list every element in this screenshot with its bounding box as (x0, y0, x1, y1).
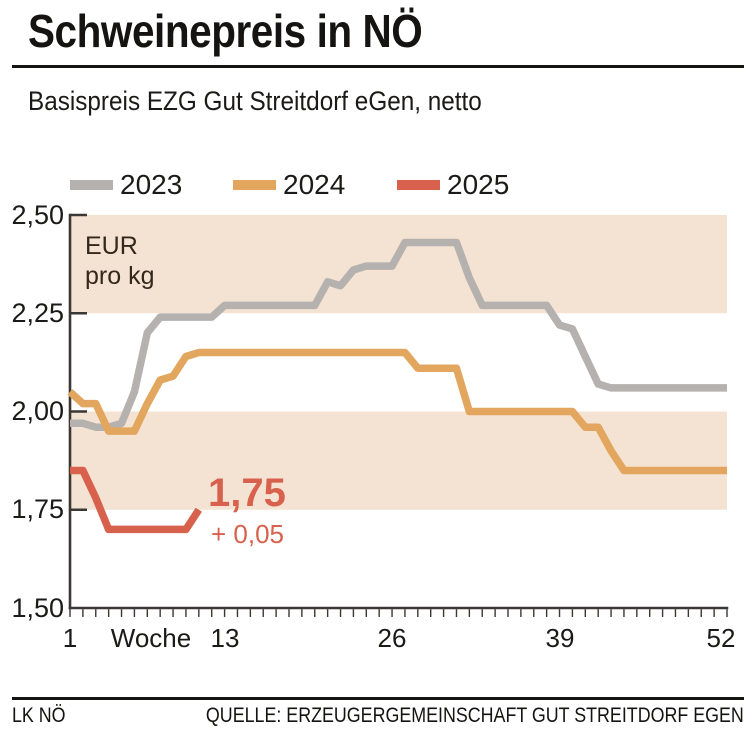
plot-band (70, 215, 727, 314)
x-axis-label-26: 26 (377, 623, 407, 653)
chart-ticks (69, 213, 728, 617)
y-axis-label-1-75: 1,75 (11, 494, 64, 524)
x-axis-label-1: 1 (62, 623, 78, 653)
legend-item-2025: 2025 (397, 170, 509, 200)
x-axis-label-13: 13 (210, 623, 240, 653)
legend-swatch-2025 (397, 180, 440, 190)
page-title: Schweinepreis in NÖ (28, 5, 423, 57)
legend-label-2023: 2023 (120, 169, 183, 200)
chart-legend: 2023 2024 2025 (0, 170, 756, 200)
chart-series (67, 238, 727, 534)
legend-item-2023: 2023 (70, 170, 182, 200)
x-axis-label-39: 39 (545, 623, 575, 653)
series-line-2025 (70, 466, 202, 534)
series-line-2024 (67, 348, 727, 475)
legend-swatch-2023 (70, 180, 113, 190)
plot-band (70, 411, 727, 510)
x-axis-title: Woche (110, 623, 192, 653)
footer-source: QUELLE: ERZEUGERGEMEINSCHAFT GUT STREITD… (206, 704, 744, 727)
legend-label-2025: 2025 (447, 169, 510, 200)
unit-label-line2: pro kg (85, 262, 155, 290)
legend-item-2024: 2024 (233, 170, 345, 200)
x-axis-label-52: 52 (706, 623, 736, 653)
y-axis-label-2-25: 2,25 (11, 298, 64, 328)
footer-credit: LK NÖ (12, 704, 66, 727)
y-axis-label-2-50: 2,50 (11, 200, 64, 230)
legend-swatch-2024 (233, 180, 276, 190)
series-line-2023 (70, 238, 727, 431)
legend-label-2024: 2024 (283, 169, 346, 200)
y-axis-label-2-00: 2,00 (11, 396, 64, 426)
unit-label-line1: EUR (85, 232, 138, 260)
annotation-change: + 0,05 (211, 519, 285, 549)
unit-label: EUR pro kg (85, 231, 154, 291)
y-axis-label-1-50: 1,50 (11, 593, 64, 623)
page-subtitle: Basispreis EZG Gut Streitdorf eGen, nett… (28, 86, 482, 116)
annotation-value: 1,75 (208, 471, 286, 515)
footer-divider (12, 697, 744, 700)
title-divider (12, 65, 744, 68)
